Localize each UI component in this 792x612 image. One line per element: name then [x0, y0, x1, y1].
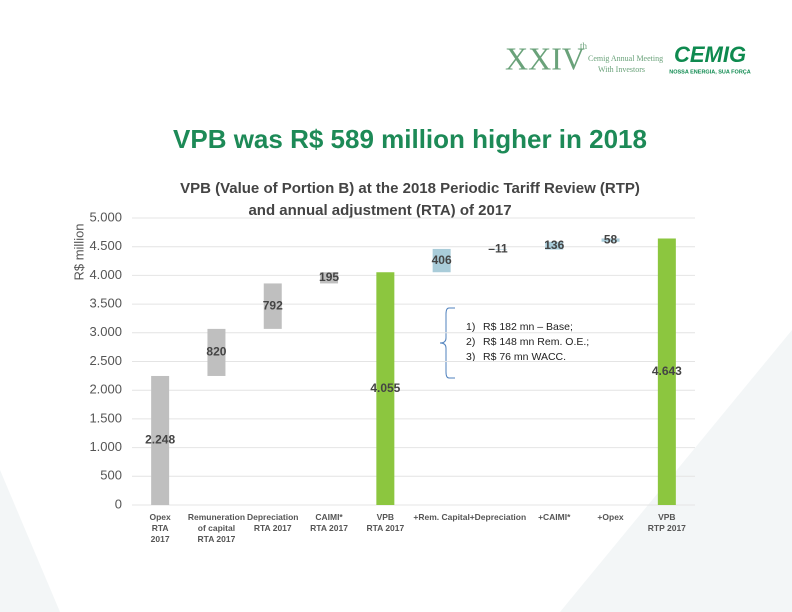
value-label: 136 [544, 238, 564, 252]
y-tick-label: 5.000 [89, 209, 122, 224]
background-shape [560, 330, 792, 612]
bar [151, 375, 170, 505]
x-tick-label: +Rem. Capital [413, 512, 470, 522]
bar [320, 272, 339, 284]
background-shape [0, 470, 60, 612]
value-label: 195 [319, 270, 339, 284]
x-tick-label: Depreciation RTA 2017 [247, 512, 299, 533]
slide-title: VPB was R$ 589 million higher in 2018 [173, 124, 647, 154]
value-label: 58 [604, 232, 618, 246]
y-tick-label: 1.500 [89, 410, 122, 425]
value-label: 406 [432, 253, 452, 267]
y-tick-label: 3.000 [89, 324, 122, 339]
annotation-text: R$ 148 mn Rem. O.E.; [483, 336, 589, 348]
bar [545, 241, 564, 250]
x-tick-label: +Opex [597, 512, 624, 522]
annotation-number: 3) [466, 351, 475, 363]
bar [488, 248, 507, 250]
x-tick-label: Remuneration of capital RTA 2017 [187, 512, 246, 544]
bar [657, 238, 676, 505]
x-tick-label: CAIMI* RTA 2017 [310, 512, 348, 533]
y-axis-title: R$ million [71, 223, 86, 280]
value-label: 4.643 [652, 364, 682, 378]
value-label: 2.248 [145, 433, 175, 447]
value-label: –11 [488, 241, 508, 255]
edition-suffix: th [580, 41, 588, 51]
edition: XXIV [505, 40, 585, 76]
x-tick-label: Opex RTA 2017 [149, 512, 171, 544]
bar [263, 283, 282, 329]
y-tick-label: 4.000 [89, 267, 122, 282]
slogan: NOSSA ENERGIA, SUA FORÇA [669, 69, 751, 75]
bar [432, 248, 451, 273]
annotation-number: 1) [466, 321, 475, 333]
chart-title: and annual adjustment (RTA) of 2017 [248, 202, 511, 219]
bracket [439, 307, 455, 379]
chart-title: VPB (Value of Portion B) at the 2018 Per… [180, 180, 640, 197]
value-label: 4.055 [370, 381, 400, 395]
x-tick-label: VPB RTA 2017 [366, 512, 405, 533]
y-tick-label: 1.000 [89, 439, 122, 454]
logo: CEMIG [674, 42, 746, 67]
value-label: 792 [263, 298, 283, 312]
x-tick-label: +Depreciation [469, 512, 527, 522]
bar [207, 328, 226, 376]
value-label: 820 [206, 345, 226, 359]
bar [601, 238, 620, 242]
bar [376, 272, 395, 505]
annotation-text: R$ 76 mn WACC. [483, 351, 566, 363]
event-line: With Investors [598, 65, 645, 74]
x-tick-label: +CAIMI* [538, 512, 571, 522]
y-tick-label: 0 [115, 496, 122, 511]
y-tick-label: 2.000 [89, 382, 122, 397]
y-tick-label: 4.500 [89, 238, 122, 253]
y-tick-label: 2.500 [89, 353, 122, 368]
y-tick-label: 500 [100, 468, 122, 483]
event-line: Cemig Annual Meeting [588, 54, 663, 63]
y-tick-label: 3.500 [89, 296, 122, 311]
annotation-text: R$ 182 mn – Base; [483, 321, 573, 333]
x-tick-label: VPB RTP 2017 [647, 512, 686, 533]
annotation-number: 2) [466, 336, 475, 348]
